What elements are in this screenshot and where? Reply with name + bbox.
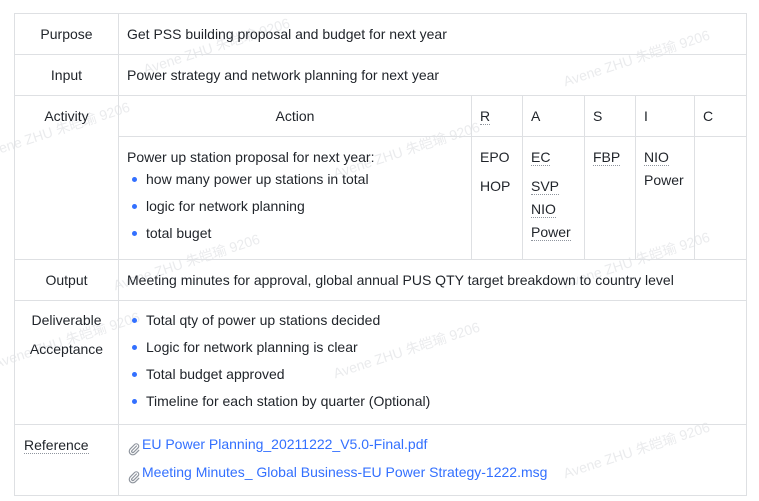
c-cell[interactable]	[693, 136, 748, 260]
purpose-label: Purpose	[14, 13, 119, 55]
list-item: Logic for network planning is clear	[127, 334, 738, 361]
list-item: total buget	[127, 220, 463, 247]
a-value: Power	[531, 224, 571, 241]
action-intro: Power up station proposal for next year:	[127, 149, 375, 165]
list-item: Timeline for each station by quarter (Op…	[127, 388, 738, 415]
i-value: Power	[644, 172, 684, 188]
activity-content-row: Power up station proposal for next year:…	[15, 136, 748, 260]
r-value: HOP	[480, 178, 511, 194]
a-cell[interactable]: EC SVP NIO Power	[522, 136, 585, 260]
process-table: Purpose Get PSS building proposal and bu…	[14, 13, 748, 496]
attachment-filename[interactable]: Meeting Minutes_ Global Business-EU Powe…	[142, 464, 548, 480]
output-value[interactable]: Meeting minutes for approval, global ann…	[117, 259, 748, 301]
attachment-filename[interactable]: EU Power Planning_20211222_V5.0-Final.pd…	[142, 436, 428, 452]
r-cell[interactable]: EPO HOP	[471, 136, 523, 260]
action-header: Action	[118, 95, 472, 137]
s-header: S	[584, 95, 636, 137]
deliverable-label-line: Deliverable	[31, 312, 102, 328]
action-list: how many power up stations in total logi…	[127, 166, 463, 247]
r-header: R	[471, 95, 523, 137]
reference-cell: EU Power Planning_20211222_V5.0-Final.pd…	[117, 424, 748, 496]
a-value: NIO	[531, 201, 556, 218]
paperclip-icon	[127, 437, 141, 456]
attachment-link[interactable]: Meeting Minutes_ Global Business-EU Powe…	[127, 458, 738, 486]
deliverable-label-line: Acceptance	[29, 341, 104, 357]
a-header: A	[522, 95, 585, 137]
deliverable-list: Total qty of power up stations decided L…	[127, 307, 738, 415]
output-row: Output Meeting minutes for approval, glo…	[14, 259, 748, 301]
purpose-row: Purpose Get PSS building proposal and bu…	[14, 13, 748, 55]
s-cell[interactable]: FBP	[584, 136, 636, 260]
reference-label: Reference	[24, 437, 89, 454]
i-cell[interactable]: NIO Power	[635, 136, 695, 260]
s-value: FBP	[593, 149, 621, 166]
purpose-value[interactable]: Get PSS building proposal and budget for…	[117, 13, 748, 55]
i-value: NIO	[644, 149, 669, 166]
activity-header-row: Activity Action R A S I C	[14, 95, 748, 260]
r-value: EPO	[480, 149, 510, 165]
deliverable-row: Deliverable Acceptance Total qty of powe…	[14, 300, 748, 425]
reference-row: Reference EU Power Planning_20211222_V5.…	[14, 424, 748, 496]
activity-label: Activity	[14, 95, 119, 260]
list-item: Total budget approved	[127, 361, 738, 388]
deliverable-label: Deliverable Acceptance	[14, 300, 119, 425]
deliverable-cell[interactable]: Total qty of power up stations decided L…	[117, 300, 748, 425]
action-cell[interactable]: Power up station proposal for next year:…	[118, 136, 472, 260]
list-item: Total qty of power up stations decided	[127, 307, 738, 334]
r-header-text: R	[480, 108, 491, 125]
list-item: how many power up stations in total	[127, 166, 463, 193]
list-item: logic for network planning	[127, 193, 463, 220]
input-row: Input Power strategy and network plannin…	[14, 54, 748, 96]
input-value[interactable]: Power strategy and network planning for …	[117, 54, 748, 96]
i-header: I	[635, 95, 695, 137]
attachment-link[interactable]: EU Power Planning_20211222_V5.0-Final.pd…	[127, 430, 738, 458]
output-text: Meeting minutes for approval, global ann…	[127, 272, 674, 288]
a-value: SVP	[531, 178, 560, 195]
a-value: EC	[531, 149, 551, 166]
input-label: Input	[14, 54, 119, 96]
paperclip-icon	[127, 465, 141, 484]
c-header: C	[693, 95, 748, 137]
reference-label-cell: Reference	[14, 424, 119, 496]
output-label: Output	[14, 259, 119, 301]
